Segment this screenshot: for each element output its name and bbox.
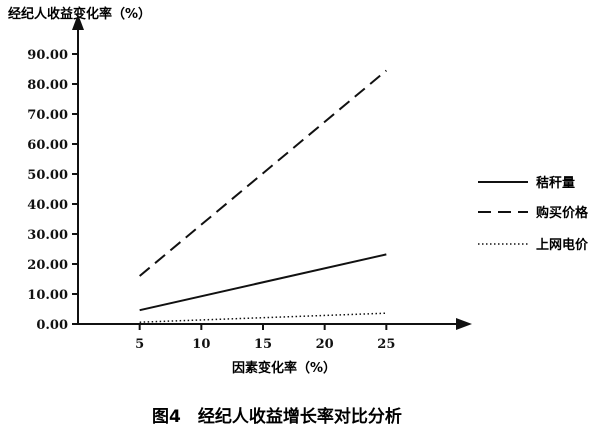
x-ticks: 5 10 15 20 25	[135, 324, 395, 352]
y-tick-label: 70.00	[27, 108, 68, 123]
y-tick-label: 90.00	[27, 48, 68, 63]
y-tick-label: 0.00	[36, 318, 68, 333]
y-tick-label: 30.00	[27, 228, 68, 243]
series-line-2	[139, 312, 387, 323]
y-ticks: 0.00 10.00 20.00 30.00 40.00 50.00 60.00 70.00 8…	[27, 48, 78, 333]
y-tick-label: 10.00	[27, 288, 68, 303]
x-axis-arrow	[456, 318, 472, 330]
x-tick-label: 25	[377, 337, 395, 352]
x-tick-label: 15	[254, 337, 272, 352]
series-line-1	[139, 69, 387, 277]
y-axis-arrow	[72, 14, 84, 30]
y-tick-label: 50.00	[27, 168, 68, 183]
y-tick-label: 40.00	[27, 198, 68, 213]
y-tick-label: 60.00	[27, 138, 68, 153]
y-tick-label: 80.00	[27, 78, 68, 93]
legend-label-2: 上网电价	[536, 237, 589, 253]
y-tick-label: 20.00	[27, 258, 68, 273]
x-tick-label: 5	[135, 337, 144, 352]
axes	[72, 14, 472, 330]
figure-caption: 图4 经纪人收益增长率对比分析	[152, 406, 402, 427]
legend-label-0: 秸秆量	[536, 175, 575, 191]
x-tick-label: 20	[316, 337, 334, 352]
legend-label-1: 购买价格	[536, 205, 589, 221]
x-axis-label: 因素变化率（%）	[232, 360, 336, 376]
series-lines	[139, 69, 387, 323]
y-axis-label: 经纪人收益变化率（%）	[8, 6, 151, 22]
x-tick-label: 10	[192, 337, 210, 352]
legend: 秸秆量 购买价格 上网电价	[478, 175, 589, 253]
series-line-0	[139, 253, 387, 312]
